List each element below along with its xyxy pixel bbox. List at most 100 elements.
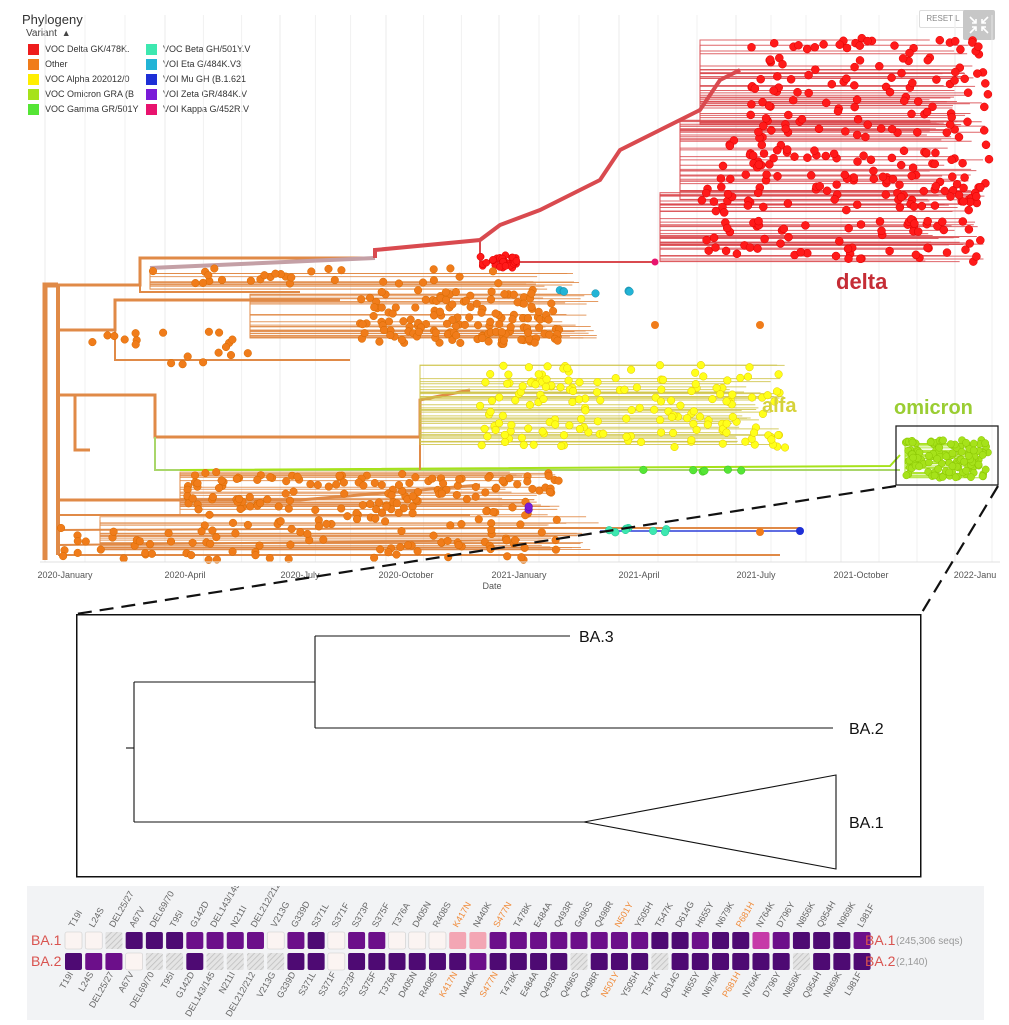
sequence-tip[interactable] xyxy=(296,528,305,537)
sequence-tip[interactable] xyxy=(769,38,779,48)
sequence-tip[interactable] xyxy=(460,320,469,329)
sequence-tip[interactable] xyxy=(978,472,987,481)
sequence-tip[interactable] xyxy=(861,132,870,142)
sequence-tip[interactable] xyxy=(704,246,713,255)
sequence-tip[interactable] xyxy=(701,188,711,198)
sequence-tip[interactable] xyxy=(246,502,255,511)
sequence-tip[interactable] xyxy=(763,391,772,400)
sequence-tip[interactable] xyxy=(723,189,733,199)
sequence-tip[interactable] xyxy=(736,373,745,382)
sequence-tip[interactable] xyxy=(656,397,666,406)
sequence-tip[interactable] xyxy=(841,127,850,136)
sequence-tip[interactable] xyxy=(981,465,990,474)
sequence-tip[interactable] xyxy=(700,466,709,475)
sequence-tip[interactable] xyxy=(306,480,315,489)
sequence-tip[interactable] xyxy=(831,251,841,261)
ba2-mutation-cell[interactable] xyxy=(226,953,244,970)
sequence-tip[interactable] xyxy=(840,170,850,180)
ba2-mutation-cell[interactable] xyxy=(631,953,649,970)
ba2-mutation-cell[interactable] xyxy=(489,953,507,970)
sequence-tip[interactable] xyxy=(392,499,401,508)
ba1-mutation-cell[interactable] xyxy=(125,932,143,949)
ba1-mutation-cell[interactable] xyxy=(853,932,871,949)
sequence-tip[interactable] xyxy=(670,442,679,452)
ba1-mutation-cell[interactable] xyxy=(570,932,588,949)
sequence-tip[interactable] xyxy=(214,348,223,357)
sequence-tip[interactable] xyxy=(487,525,496,534)
sequence-tip[interactable] xyxy=(392,550,401,559)
sequence-tip[interactable] xyxy=(887,73,896,82)
sequence-tip[interactable] xyxy=(109,527,118,536)
sequence-tip[interactable] xyxy=(716,174,726,183)
sequence-tip[interactable] xyxy=(951,473,960,482)
sequence-tip[interactable] xyxy=(660,528,670,537)
sequence-tip[interactable] xyxy=(919,186,929,196)
sequence-tip[interactable] xyxy=(429,276,438,285)
sequence-tip[interactable] xyxy=(951,67,960,77)
sequence-tip[interactable] xyxy=(689,407,698,416)
sequence-tip[interactable] xyxy=(964,225,974,234)
sequence-tip[interactable] xyxy=(769,153,778,163)
sequence-tip[interactable] xyxy=(655,361,665,370)
ba1-mutation-cell[interactable] xyxy=(813,932,831,949)
sequence-tip[interactable] xyxy=(759,202,768,212)
ba2-mutation-cell[interactable] xyxy=(550,953,568,970)
sequence-tip[interactable] xyxy=(482,258,491,267)
ba1-mutation-cell[interactable] xyxy=(489,932,507,949)
sequence-tip[interactable] xyxy=(699,372,708,381)
sequence-tip[interactable] xyxy=(120,335,129,344)
sequence-tip[interactable] xyxy=(790,152,799,161)
sequence-tip[interactable] xyxy=(796,527,804,535)
sequence-tip[interactable] xyxy=(842,74,851,83)
sequence-tip[interactable] xyxy=(481,488,490,497)
ba1-mutation-cell[interactable] xyxy=(530,932,548,949)
ba1-mutation-cell[interactable] xyxy=(610,932,628,949)
sequence-tip[interactable] xyxy=(875,217,885,226)
sequence-tip[interactable] xyxy=(913,128,922,137)
sequence-tip[interactable] xyxy=(413,487,422,496)
sequence-tip[interactable] xyxy=(581,406,590,415)
sequence-tip[interactable] xyxy=(650,405,659,414)
sequence-tip[interactable] xyxy=(365,293,375,302)
sequence-tip[interactable] xyxy=(622,432,631,441)
sequence-tip[interactable] xyxy=(776,239,785,248)
sequence-tip[interactable] xyxy=(954,190,964,200)
ba1-mutation-cell[interactable] xyxy=(631,932,649,949)
sequence-tip[interactable] xyxy=(972,252,981,261)
sequence-tip[interactable] xyxy=(969,446,978,455)
sequence-tip[interactable] xyxy=(658,375,668,384)
sequence-tip[interactable] xyxy=(722,223,732,233)
sequence-tip[interactable] xyxy=(908,78,917,88)
sequence-tip[interactable] xyxy=(208,526,217,535)
sequence-tip[interactable] xyxy=(197,527,206,536)
sequence-tip[interactable] xyxy=(547,299,556,308)
sequence-tip[interactable] xyxy=(455,475,464,484)
sequence-tip[interactable] xyxy=(513,480,522,489)
sequence-tip[interactable] xyxy=(725,141,735,151)
ba2-mutation-cell[interactable] xyxy=(449,953,467,970)
sequence-tip[interactable] xyxy=(981,439,990,447)
sequence-tip[interactable] xyxy=(950,76,959,85)
sequence-tip[interactable] xyxy=(746,110,755,120)
sequence-tip[interactable] xyxy=(930,471,939,480)
sequence-tip[interactable] xyxy=(856,254,865,264)
sequence-tip[interactable] xyxy=(387,491,396,500)
legend-item[interactable]: VOC Alpha 202012/0 xyxy=(28,74,130,85)
sequence-tip[interactable] xyxy=(379,277,388,286)
sequence-tip[interactable] xyxy=(527,289,536,298)
ba2-mutation-cell[interactable] xyxy=(853,953,871,970)
sequence-tip[interactable] xyxy=(761,114,771,123)
sequence-tip[interactable] xyxy=(523,314,533,323)
sequence-tip[interactable] xyxy=(371,514,380,523)
sequence-tip[interactable] xyxy=(978,451,987,459)
sequence-tip[interactable] xyxy=(188,538,197,547)
sequence-tip[interactable] xyxy=(235,494,244,503)
legend-item[interactable]: VOI Kappa G/452R.V xyxy=(146,104,249,115)
sequence-tip[interactable] xyxy=(745,363,754,372)
sequence-tip[interactable] xyxy=(81,537,90,546)
sequence-tip[interactable] xyxy=(938,217,947,227)
sequence-tip[interactable] xyxy=(448,300,457,309)
sequence-tip[interactable] xyxy=(208,492,217,502)
ba1-mutation-cell[interactable] xyxy=(712,932,730,949)
ba1-mutation-cell[interactable] xyxy=(752,932,770,949)
